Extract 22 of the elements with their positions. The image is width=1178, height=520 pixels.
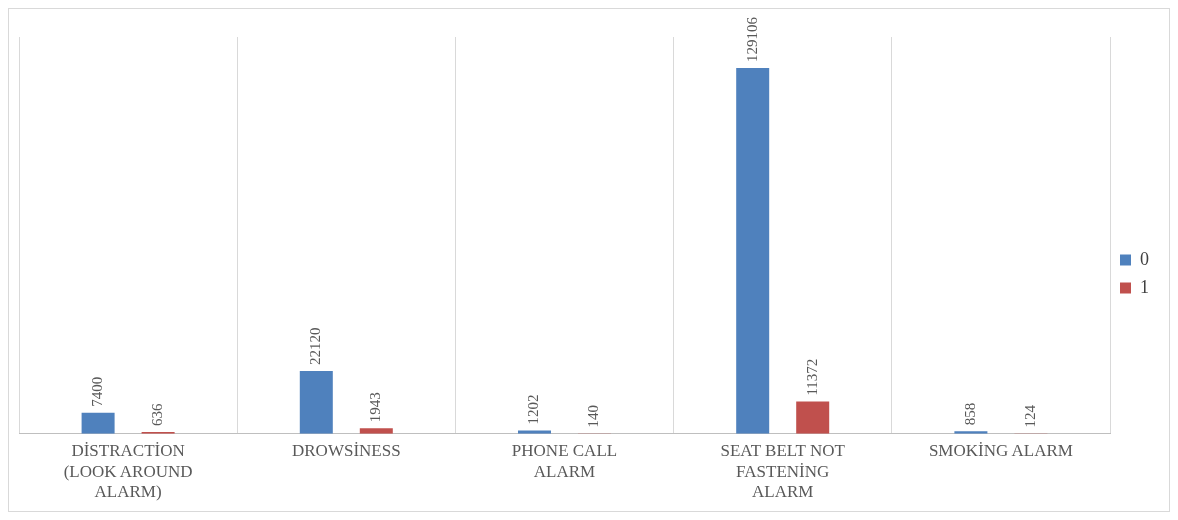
x-tick-label: DİSTRACTİON (LOOK AROUND ALARM) xyxy=(63,441,193,502)
bar xyxy=(299,371,333,434)
data-label: 7400 xyxy=(89,376,106,407)
data-label: 1202 xyxy=(525,394,542,425)
x-tick-label: PHONE CALL ALARM xyxy=(511,441,618,481)
data-label: 140 xyxy=(585,404,602,428)
data-label: 11372 xyxy=(803,358,820,396)
bar xyxy=(736,67,770,434)
bar xyxy=(81,412,115,434)
legend-label: 1 xyxy=(1140,276,1149,297)
x-tick-label: SEAT BELT NOT FASTENİNG ALARM xyxy=(720,441,846,502)
data-label: 1943 xyxy=(367,392,384,423)
data-label: 124 xyxy=(1021,404,1038,428)
data-label: 858 xyxy=(961,402,978,426)
x-tick-label: SMOKİNG ALARM xyxy=(928,441,1073,461)
data-label: 22120 xyxy=(307,327,324,366)
legend-label: 0 xyxy=(1140,248,1149,269)
bar xyxy=(796,401,830,434)
x-tick-label: DROWSİNESS xyxy=(291,441,401,461)
bar xyxy=(359,428,393,434)
data-label: 636 xyxy=(149,403,166,426)
data-label: 129106 xyxy=(743,16,760,62)
